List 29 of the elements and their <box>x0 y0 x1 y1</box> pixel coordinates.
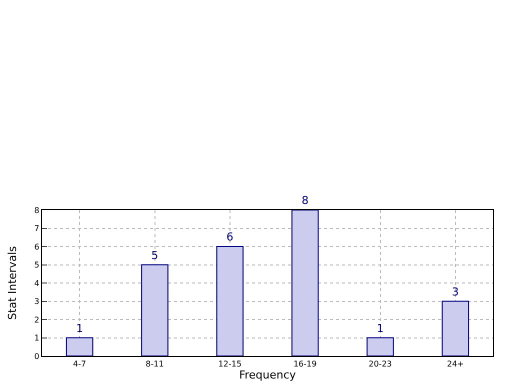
x-tick-label: 4-7 <box>73 360 86 369</box>
x-tick-label: 24+ <box>446 360 464 369</box>
data-label: 8 <box>302 194 309 207</box>
y-tick-label: 4 <box>34 278 40 288</box>
y-tick-label: 3 <box>34 297 40 306</box>
y-tick-label: 0 <box>34 352 40 361</box>
data-label: 5 <box>151 248 158 262</box>
y-tick-label: 5 <box>34 260 40 270</box>
y-axis-title: Stat Intervals <box>6 246 19 320</box>
y-tick-label: 7 <box>34 224 40 234</box>
x-axis-title: Frequency <box>239 368 296 382</box>
y-tick-label: 8 <box>34 206 40 215</box>
y-tick-label: 2 <box>34 315 40 324</box>
x-tick-label: 20-23 <box>368 360 392 369</box>
x-tick-label: 16-19 <box>293 360 317 369</box>
data-label: 6 <box>226 230 234 244</box>
data-label: 3 <box>452 285 459 298</box>
y-tick-label: 6 <box>34 242 40 252</box>
bar <box>442 300 470 356</box>
bar <box>141 264 168 356</box>
bar <box>66 337 94 356</box>
data-label: 1 <box>376 322 384 335</box>
bar <box>216 246 244 356</box>
bar <box>291 210 319 356</box>
bar <box>366 337 394 356</box>
data-label: 1 <box>76 322 84 335</box>
y-tick-label: 1 <box>34 334 40 343</box>
x-tick-label: 12-15 <box>218 360 242 369</box>
x-tick-label: 8-11 <box>146 360 164 369</box>
